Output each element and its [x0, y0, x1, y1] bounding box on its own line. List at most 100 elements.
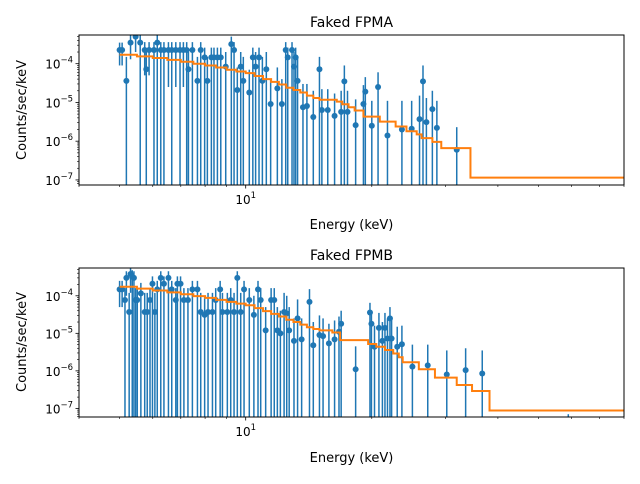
data-point	[177, 280, 184, 287]
data-point	[160, 47, 167, 54]
data-point	[121, 297, 128, 304]
data-point	[209, 308, 216, 315]
tick-exponent: −5	[60, 325, 73, 335]
data-point	[290, 337, 297, 344]
data-point	[320, 333, 327, 340]
axes-frame	[78, 267, 625, 418]
data-point	[408, 125, 415, 132]
data-point	[298, 336, 305, 343]
tick-exponent: 1	[251, 423, 256, 433]
data-point	[137, 39, 144, 46]
data-point	[130, 274, 137, 281]
y-tick-label: 10−6	[45, 133, 73, 149]
data-point	[352, 366, 359, 373]
y-tick-label: 10−7	[45, 400, 73, 416]
data-point	[255, 286, 262, 293]
tick-base: 10	[45, 290, 60, 304]
y-tick-label: 10−5	[45, 94, 73, 110]
x-axis-label: Energy (keV)	[310, 451, 394, 466]
data-point	[379, 337, 386, 344]
tick-exponent: −5	[60, 94, 73, 104]
data-point	[257, 297, 264, 304]
y-axis-label: Counts/sec/keV	[15, 60, 30, 160]
data-point	[137, 290, 144, 297]
data-point	[149, 280, 156, 287]
x-axis-label: Energy (keV)	[310, 218, 394, 233]
data-point	[184, 297, 191, 304]
data-point	[368, 320, 375, 327]
data-point	[388, 335, 395, 342]
data-point	[157, 274, 164, 281]
data-point	[185, 66, 192, 73]
data-point	[375, 324, 382, 331]
data-point	[141, 47, 148, 54]
tick-base: 10	[45, 402, 60, 416]
data-point	[338, 108, 345, 115]
data-point	[338, 320, 345, 327]
data-point	[204, 77, 211, 84]
data-point	[462, 367, 469, 374]
tick-base: 10	[45, 174, 60, 188]
data-point	[256, 54, 263, 61]
data-point	[132, 35, 139, 40]
data-point	[289, 47, 296, 54]
data-point	[224, 308, 231, 315]
data-point	[294, 315, 301, 322]
data-point	[189, 286, 196, 293]
data-point	[262, 327, 269, 334]
panel-fpmb: Faked FPMB Energy (keV) Counts/sec/keV 1…	[15, 248, 625, 466]
y-axis-label: Counts/sec/keV	[15, 292, 30, 392]
data-point	[479, 370, 486, 377]
data-point	[310, 114, 317, 121]
data-point	[237, 308, 244, 315]
data-point	[151, 308, 158, 315]
model-line	[119, 53, 624, 179]
data-point	[234, 274, 241, 281]
plot-area	[116, 35, 624, 185]
tick-exponent: −7	[60, 400, 73, 410]
data-point	[277, 330, 284, 337]
data-point	[219, 308, 226, 315]
data-point	[294, 77, 301, 84]
data-point	[252, 63, 259, 70]
data-point	[194, 286, 201, 293]
data-point	[398, 341, 405, 348]
data-point	[433, 124, 440, 131]
data-point	[250, 311, 257, 318]
data-point	[197, 47, 204, 54]
data-point	[146, 47, 153, 54]
y-tick-label: 10−5	[45, 325, 73, 341]
model-line	[119, 285, 624, 412]
data-point	[126, 308, 133, 315]
tick-base: 10	[235, 193, 250, 207]
data-point	[362, 88, 369, 95]
data-point	[423, 119, 430, 126]
data-point	[150, 47, 157, 54]
data-point	[331, 336, 338, 343]
y-tick-label: 10−6	[45, 363, 73, 379]
data-point	[565, 420, 571, 426]
data-point	[384, 132, 391, 139]
data-point	[331, 112, 338, 119]
data-point	[341, 78, 348, 85]
axes-frame	[78, 34, 625, 186]
panel-title: Faked FPMA	[310, 15, 393, 31]
plot-area	[116, 268, 624, 426]
data-point	[237, 63, 244, 70]
data-point	[123, 274, 130, 281]
data-point	[267, 101, 274, 108]
data-point	[443, 371, 450, 378]
data-point	[384, 335, 391, 342]
tick-base: 10	[45, 135, 60, 149]
data-point	[274, 85, 281, 92]
tick-exponent: −4	[60, 288, 73, 298]
data-point	[303, 102, 310, 109]
data-point	[344, 108, 351, 115]
data-point	[201, 54, 208, 61]
data-point	[189, 47, 196, 54]
data-point	[119, 286, 126, 293]
data-point	[217, 54, 224, 61]
data-point	[271, 297, 278, 304]
y-tick-label: 10−7	[45, 172, 73, 188]
y-tick-label: 10−4	[45, 56, 73, 72]
